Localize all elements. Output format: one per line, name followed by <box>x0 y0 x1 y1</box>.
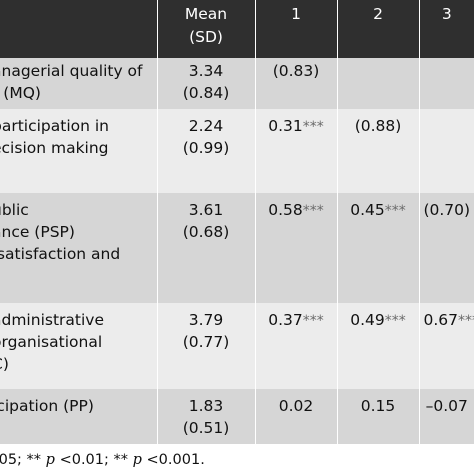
table-row: icipation (PP) 1.83 (0.51) 0.02 0.15 –0.… <box>0 389 474 444</box>
variable-cell: anagerial quality of r (MQ) <box>0 58 157 109</box>
variable-label-line: C) <box>0 355 9 373</box>
header-col2-cell: 2 <box>336 0 419 58</box>
mean-cell: 3.34 (0.84) <box>156 58 255 109</box>
corr-value: 0.15 <box>360 397 396 415</box>
corr-value: 0.02 <box>278 397 314 415</box>
corr-value: 0.31 <box>268 117 303 135</box>
variable-cell: icipation (PP) <box>0 389 157 444</box>
table-row: administrative organisational C) 3.79 (0… <box>0 303 474 389</box>
variable-label-line: ecision making <box>0 139 109 157</box>
sd-value: (0.68) <box>182 223 230 241</box>
corr-cell <box>418 58 474 109</box>
corr-cell: (0.88) <box>336 109 419 193</box>
corr-cell: 0.67*** <box>418 303 474 389</box>
variable-label-line: participation in <box>0 117 110 135</box>
header-variable-cell <box>0 0 157 58</box>
header-sd-label: (SD) <box>189 28 223 46</box>
variable-label-line: administrative <box>0 311 104 329</box>
header-col3-label: 3 <box>441 5 452 23</box>
mean-value: 1.83 <box>188 397 224 415</box>
corr-cell: 0.15 <box>336 389 419 444</box>
variable-label-line: anagerial quality of <box>0 62 143 80</box>
corr-value: 0.67 <box>423 311 459 329</box>
footnote-text: <0.01; ** <box>54 452 133 468</box>
sd-value: (0.77) <box>182 333 230 351</box>
header-mean-cell: Mean (SD) <box>156 0 255 58</box>
sd-value: (0.51) <box>182 419 230 437</box>
sd-value: (0.84) <box>182 84 230 102</box>
mean-cell: 3.79 (0.77) <box>156 303 255 389</box>
significance-stars: *** <box>458 313 474 329</box>
corr-cell: (0.70) <box>418 193 474 303</box>
variable-cell: participation in ecision making <box>0 109 157 193</box>
variable-label-line: satisfaction and <box>0 245 121 263</box>
footnote-p-symbol: p <box>45 452 55 468</box>
table-row: anagerial quality of r (MQ) 3.34 (0.84) … <box>0 58 474 109</box>
significance-stars: *** <box>384 313 406 329</box>
header-col3-cell: 3 <box>418 0 474 58</box>
mean-cell: 3.61 (0.68) <box>156 193 255 303</box>
corr-cell: 0.45*** <box>336 193 419 303</box>
significance-stars: *** <box>302 119 324 135</box>
mean-value: 3.34 <box>188 62 224 80</box>
table-footnote: .05; ** p <0.01; ** p <0.001. <box>0 452 205 468</box>
mean-cell: 2.24 (0.99) <box>156 109 255 193</box>
corr-value: (0.83) <box>272 62 320 80</box>
corr-cell: (0.83) <box>254 58 337 109</box>
header-col1-label: 1 <box>291 5 301 23</box>
corr-value: 0.37 <box>268 311 303 329</box>
mean-value: 3.79 <box>188 311 224 329</box>
table-row: ublic ance (PSP) satisfaction and 3.61 (… <box>0 193 474 303</box>
corr-cell: 0.02 <box>254 389 337 444</box>
significance-stars: *** <box>384 203 406 219</box>
header-mean-label: Mean <box>184 5 228 23</box>
corr-value: 0.45 <box>350 201 385 219</box>
variable-label-line: icipation (PP) <box>0 397 94 415</box>
variable-label-line: r (MQ) <box>0 84 41 102</box>
corr-value: (0.70) <box>423 201 471 219</box>
corr-cell: 0.58*** <box>254 193 337 303</box>
corr-cell: 0.31*** <box>254 109 337 193</box>
significance-stars: *** <box>302 203 324 219</box>
table-row: participation in ecision making 2.24 (0.… <box>0 109 474 193</box>
mean-value: 2.24 <box>188 117 224 135</box>
variable-label-line: ance (PSP) <box>0 223 75 241</box>
corr-cell: 0.49*** <box>336 303 419 389</box>
footnote-p-symbol: p <box>132 452 142 468</box>
corr-cell: –0.07 <box>418 389 474 444</box>
corr-value: –0.07 <box>425 397 468 415</box>
variable-label-line: organisational <box>0 333 103 351</box>
mean-value: 3.61 <box>188 201 224 219</box>
header-col1-cell: 1 <box>254 0 337 58</box>
variable-label-line: ublic <box>0 201 29 219</box>
corr-value: 0.49 <box>350 311 385 329</box>
corr-value: 0.58 <box>268 201 303 219</box>
corr-value: (0.88) <box>354 117 402 135</box>
mean-cell: 1.83 (0.51) <box>156 389 255 444</box>
table-header-row: Mean (SD) 1 2 3 <box>0 0 474 58</box>
results-table: Mean (SD) 1 2 3 anagerial quality of r (… <box>0 0 474 444</box>
corr-cell <box>418 109 474 193</box>
variable-cell: ublic ance (PSP) satisfaction and <box>0 193 157 303</box>
corr-cell <box>336 58 419 109</box>
variable-cell: administrative organisational C) <box>0 303 157 389</box>
header-col2-label: 2 <box>373 5 383 23</box>
footnote-text: <0.001. <box>141 452 205 468</box>
footnote-text: .05; ** <box>0 452 42 468</box>
corr-cell: 0.37*** <box>254 303 337 389</box>
significance-stars: *** <box>302 313 324 329</box>
sd-value: (0.99) <box>182 139 230 157</box>
